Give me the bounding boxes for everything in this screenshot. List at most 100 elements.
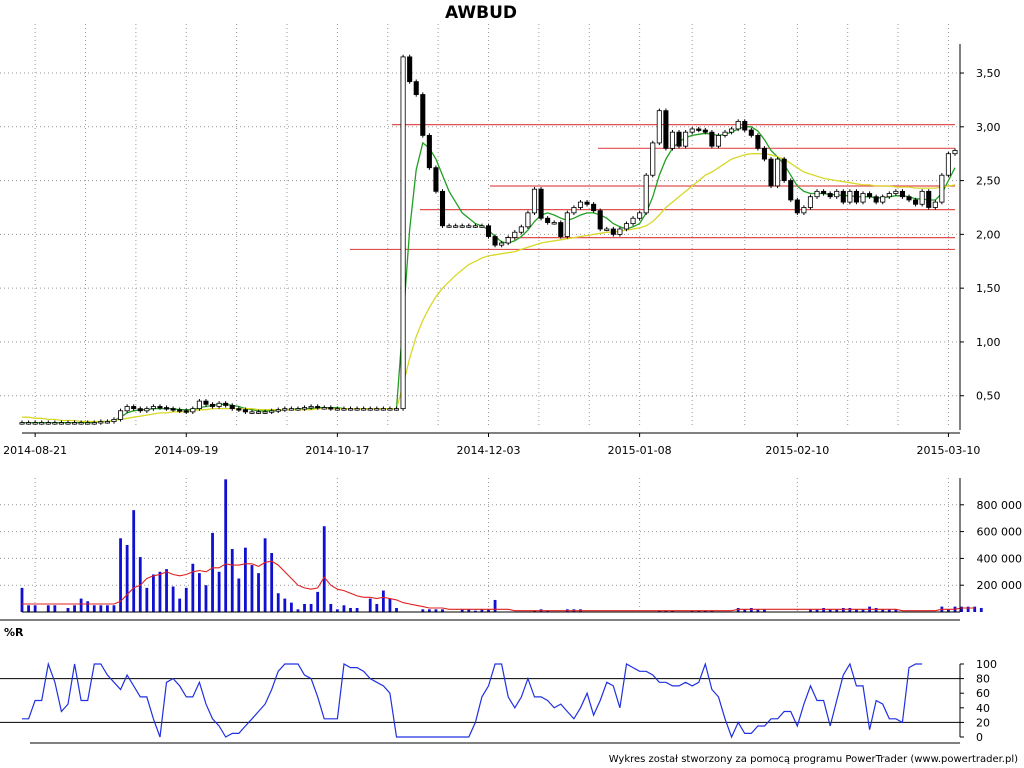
candle-body: [321, 407, 327, 410]
volume-bar: [46, 605, 50, 612]
volume-bar: [132, 510, 136, 612]
candle-body: [413, 81, 419, 95]
volume-bar: [224, 479, 228, 612]
candle-body: [150, 406, 156, 410]
candle-body: [538, 188, 544, 219]
volume-bars: [20, 479, 983, 612]
candle-body: [58, 422, 64, 425]
volume-bar: [99, 605, 103, 612]
volume-bar: [749, 607, 753, 612]
volume-bar: [756, 609, 760, 612]
candle-body: [492, 236, 498, 246]
volume-tick-label: 400 000: [977, 552, 1023, 565]
candle-body: [420, 94, 426, 136]
date-tick-label: 2014-09-19: [154, 444, 218, 457]
candle-body: [282, 408, 288, 411]
candle-body: [827, 193, 833, 198]
volume-bar: [657, 610, 661, 612]
volume-bar: [375, 603, 379, 612]
candle-body: [288, 408, 294, 411]
candle-body: [926, 190, 932, 208]
chart-title: AWBUD: [445, 3, 517, 23]
candle-body: [269, 410, 275, 413]
candle-body: [696, 128, 702, 131]
candle-body: [709, 131, 715, 147]
candle-body: [111, 418, 117, 422]
volume-bar: [979, 607, 983, 612]
volume-bar: [92, 605, 96, 612]
candle-body: [939, 174, 945, 203]
candle-body: [840, 190, 846, 203]
candle-body: [571, 207, 577, 214]
candle-body: [459, 225, 465, 228]
candle-body: [72, 422, 78, 425]
williams-r-tick-label: 20: [976, 716, 990, 729]
candle-body: [223, 402, 229, 406]
candle-body: [919, 190, 925, 205]
volume-bar: [355, 607, 359, 612]
sma_short-line: [22, 126, 956, 424]
candle-body: [190, 408, 196, 413]
candle-body: [439, 190, 446, 227]
candle-body: [807, 196, 813, 208]
candle-body: [334, 408, 340, 411]
candle-body: [131, 406, 137, 410]
price-tick-label: 1,50: [976, 282, 1001, 295]
volume-bar: [736, 607, 740, 612]
volume-bar: [894, 609, 898, 612]
volume-bar: [257, 573, 260, 612]
volume-bar: [289, 602, 293, 612]
candle-body: [518, 226, 524, 233]
candle-body: [591, 203, 597, 212]
volume-bar: [283, 598, 287, 612]
volume-bar: [493, 599, 497, 612]
williams-r-tick-label: 0: [976, 731, 983, 744]
volume-bar: [270, 553, 274, 612]
date-tick-label: 2015-01-08: [608, 444, 672, 457]
candle-body: [374, 408, 380, 411]
candle-body: [137, 408, 143, 412]
volume-bar: [467, 609, 471, 612]
candle-body: [952, 150, 958, 155]
volume-bar: [743, 609, 747, 612]
price-tick-label: 2,00: [976, 228, 1001, 241]
volume-axis: 200 000 400 000 600 000 800 000: [0, 478, 1023, 621]
candle-body: [867, 193, 873, 198]
candle-body: [676, 131, 682, 147]
candle-body: [472, 225, 478, 228]
candle-body: [617, 228, 623, 235]
candle-body: [715, 135, 722, 147]
volume-bar: [86, 601, 90, 612]
candle-body: [301, 407, 308, 410]
candle-body: [656, 110, 662, 144]
williams-r-grid: [0, 678, 960, 723]
candle-body: [886, 193, 892, 198]
volume-bar: [73, 605, 76, 612]
candle-body: [315, 406, 321, 409]
candle-body: [623, 223, 630, 230]
volume-bar: [434, 609, 438, 612]
volume-bar: [119, 538, 122, 612]
volume-bar: [881, 609, 885, 612]
candle-body: [203, 400, 209, 405]
candle-body: [834, 190, 840, 198]
candle-body: [499, 242, 505, 246]
volume-bar: [966, 606, 970, 612]
volume-bar: [204, 585, 208, 612]
candle-body: [525, 212, 531, 228]
volume-bar: [887, 609, 891, 612]
volume-bar: [184, 587, 188, 612]
volume-bar: [335, 609, 339, 612]
candle-body: [393, 408, 400, 411]
price-tick-label: 0,50: [976, 390, 1001, 403]
candle-body: [597, 210, 603, 230]
volume-bar: [664, 610, 668, 612]
candle-body: [65, 422, 71, 425]
volume-bar: [460, 609, 464, 612]
price-grid: [0, 24, 960, 428]
volume-bar: [158, 571, 162, 612]
candle-body: [91, 422, 97, 425]
williams-r-series-line: [22, 661, 923, 739]
candle-body: [164, 407, 170, 410]
volume-tick-label: 800 000: [977, 499, 1023, 512]
